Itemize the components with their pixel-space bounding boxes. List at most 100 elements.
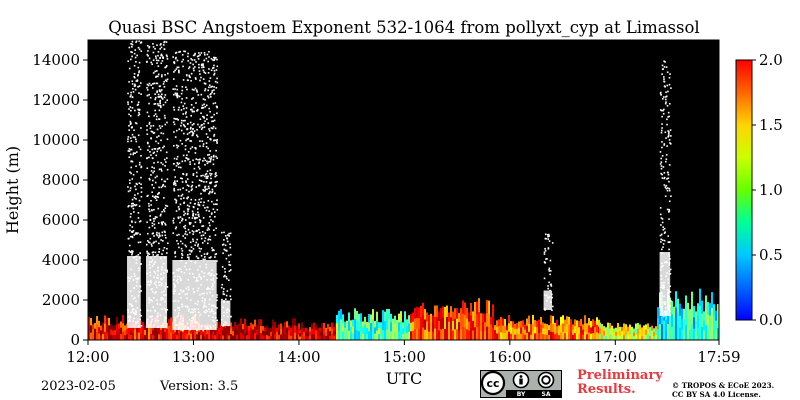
y-tick-label: 8000	[42, 171, 80, 189]
cloud-layer	[127, 40, 672, 332]
y-tick-label: 14000	[32, 51, 80, 69]
aerosol-cell	[152, 330, 154, 336]
cloud-speck	[667, 177, 670, 179]
cloud-speck	[663, 96, 665, 98]
aerosol-cell	[645, 329, 647, 336]
cloud-speck	[209, 182, 212, 185]
aerosol-cell	[274, 321, 276, 329]
cloud-speck	[153, 170, 156, 173]
cloud-speck	[197, 257, 200, 260]
cloud-speck	[667, 132, 670, 135]
aerosol-cell	[317, 332, 319, 337]
cloud-speck	[138, 71, 140, 74]
aerosol-cell	[102, 328, 104, 335]
aerosol-cell	[96, 332, 98, 341]
aerosol-cell	[621, 331, 623, 337]
cloud-speck	[210, 157, 212, 160]
cloud-speck	[162, 44, 165, 46]
cloud-speck	[200, 237, 203, 240]
cloud-speck	[130, 94, 132, 96]
aerosol-cell	[174, 332, 176, 341]
cloud-speck	[208, 210, 210, 212]
cloud-speck	[127, 92, 129, 95]
aerosol-cell	[364, 332, 366, 341]
cloud-speck	[184, 227, 186, 230]
aerosol-cell	[625, 329, 627, 336]
cloud-speck	[544, 233, 547, 236]
cloud-speck	[179, 276, 181, 278]
cloud-speck	[182, 290, 185, 292]
cloud-speck	[164, 180, 166, 183]
cloud-speck	[215, 155, 217, 158]
aerosol-cell	[649, 327, 651, 332]
aerosol-cell	[190, 327, 192, 335]
cloud-speck	[194, 217, 196, 220]
cloud-speck	[136, 79, 139, 81]
cloud-speck	[203, 292, 205, 295]
cloud-region	[127, 40, 143, 328]
cloud-speck	[160, 62, 163, 65]
aerosol-cell	[354, 329, 356, 341]
aerosol-cell	[284, 322, 286, 329]
cloud-speck	[193, 206, 195, 209]
aerosol-cell	[317, 328, 319, 333]
cc-license-badge[interactable]: cc BY SA	[480, 370, 562, 398]
aerosol-cell	[510, 321, 512, 328]
cloud-speck	[186, 204, 189, 207]
cloud-speck	[663, 232, 666, 234]
cloud-speck	[203, 253, 206, 255]
cloud-speck	[157, 104, 160, 107]
cloud-speck	[135, 61, 137, 63]
cloud-speck	[200, 52, 203, 54]
cloud-speck	[188, 66, 191, 68]
cloud-speck	[155, 140, 157, 143]
aerosol-cell	[472, 330, 474, 341]
cloud-speck	[132, 136, 135, 138]
cloud-speck	[153, 235, 155, 237]
aerosol-cell	[222, 330, 224, 336]
cloud-speck	[161, 222, 163, 224]
cloud-speck	[127, 205, 130, 208]
cloud-speck	[150, 61, 153, 64]
aerosol-cell	[124, 325, 126, 331]
aerosol-cell	[454, 318, 456, 330]
cloud-speck	[179, 139, 182, 142]
cloud-speck	[665, 95, 668, 98]
cloud-speck	[193, 163, 196, 165]
aerosol-cell	[232, 331, 234, 337]
aerosol-cell	[388, 329, 390, 341]
cloud-speck	[191, 308, 193, 311]
aerosol-cell	[240, 332, 242, 341]
cloud-speck	[197, 201, 200, 204]
cloud-speck	[226, 277, 228, 280]
cloud-speck	[139, 318, 141, 321]
cloud-speck	[550, 283, 552, 286]
cloud-speck	[194, 310, 197, 313]
aerosol-cell	[432, 331, 434, 341]
cloud-speck	[129, 182, 131, 184]
cloud-speck	[206, 175, 208, 178]
cloud-speck	[131, 55, 133, 58]
cloud-speck	[660, 241, 662, 243]
aerosol-cell	[526, 325, 528, 334]
aerosol-cell	[138, 325, 140, 334]
cloud-speck	[189, 140, 191, 142]
cloud-speck	[137, 108, 139, 111]
cloud-speck	[187, 67, 190, 70]
cloud-speck	[203, 305, 206, 307]
cloud-speck	[150, 299, 152, 301]
cloud-speck	[133, 234, 136, 236]
aerosol-cell	[394, 331, 396, 341]
aerosol-cell	[398, 331, 400, 341]
aerosol-cell	[376, 330, 378, 341]
cloud-speck	[194, 302, 197, 305]
aerosol-cell	[562, 315, 564, 325]
cloud-speck	[207, 136, 209, 139]
cloud-speck	[668, 273, 671, 275]
aerosol-cell	[440, 318, 442, 330]
cloud-speck	[156, 216, 158, 219]
aerosol-cell	[406, 333, 408, 341]
cloud-speck	[178, 307, 181, 309]
cloud-speck	[662, 285, 665, 287]
